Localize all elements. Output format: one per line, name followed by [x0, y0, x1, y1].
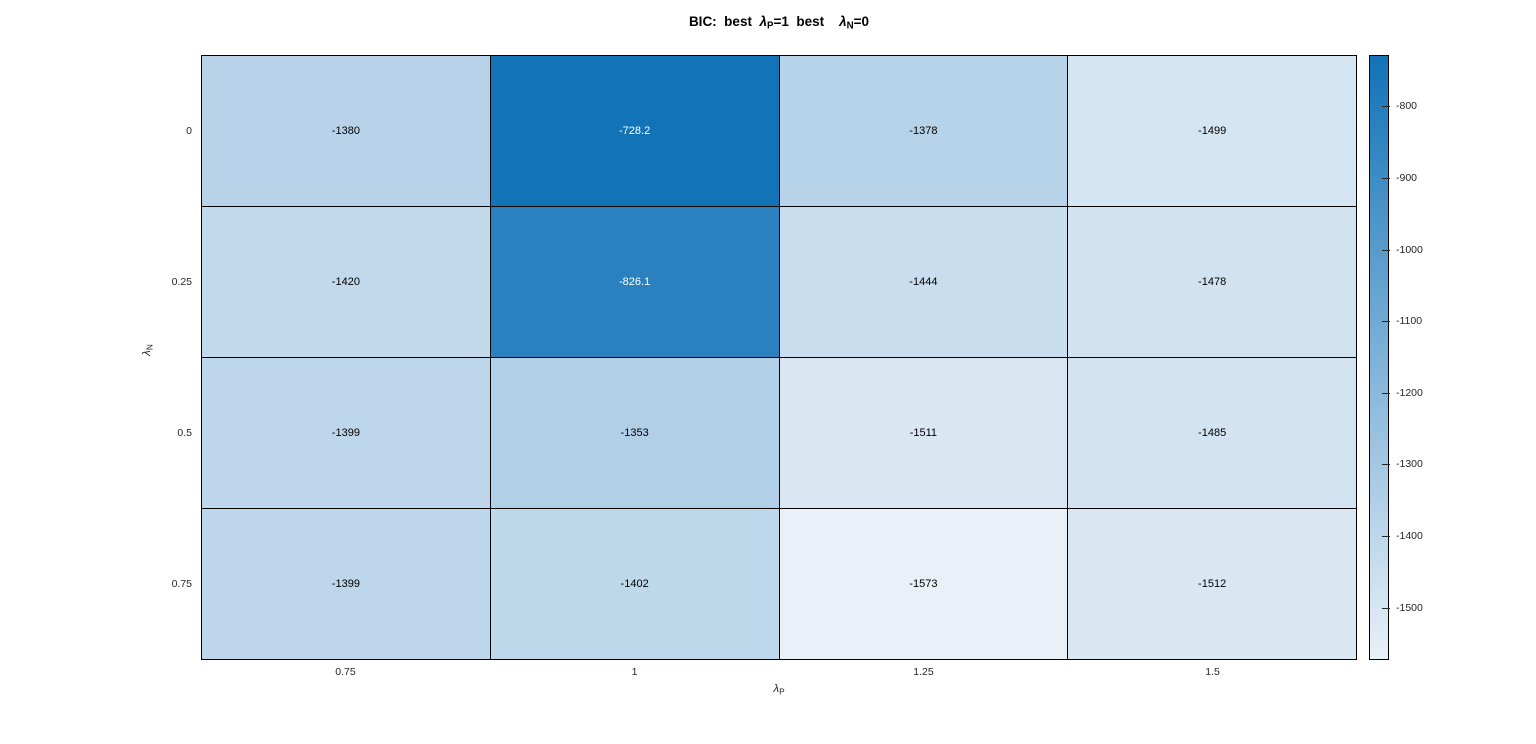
heatmap-cell: -1573 — [779, 509, 1068, 659]
heatmap-cell-label: -728.2 — [619, 125, 651, 137]
colorbar-tick-label: -800 — [1396, 100, 1418, 112]
colorbar-tick-label: -1500 — [1396, 602, 1423, 614]
y-tick-label: 0.25 — [171, 275, 192, 288]
colorbar-tick-label: -1100 — [1396, 315, 1423, 327]
heatmap-cell: -1399 — [202, 358, 490, 508]
x-tick-label: 1.25 — [913, 666, 934, 678]
heatmap-cell-label: -1511 — [909, 427, 938, 439]
chart-title: BIC: best λP=1 best λN=0 — [201, 14, 1357, 32]
colorbar-tick-mark — [1382, 178, 1390, 179]
title-lambda-p-symbol: λ — [759, 14, 767, 29]
y-axis-lambda-symbol: λ — [141, 350, 153, 356]
heatmap-cell-label: -1353 — [620, 427, 649, 439]
heatmap-cell: -1512 — [1068, 509, 1356, 659]
heatmap-cell: -1380 — [202, 56, 490, 206]
x-axis-lambda-subscript: P — [779, 687, 785, 697]
heatmap-cell-label: -1573 — [909, 578, 938, 590]
title-prefix: BIC: best — [688, 14, 760, 29]
heatmap-cell: -728.2 — [490, 56, 779, 206]
heatmap-cell: -1485 — [1068, 358, 1356, 508]
heatmap-cell: -1353 — [490, 358, 779, 508]
heatmap-cell-label: -1399 — [331, 578, 360, 590]
heatmap-cell-label: -1499 — [1198, 125, 1227, 137]
title-lambda-p-subscript: P — [766, 20, 774, 32]
heatmap-cell-label: -1478 — [1198, 276, 1227, 288]
heatmap-cell: -1444 — [779, 207, 1068, 357]
colorbar-tick-label: -1300 — [1396, 458, 1423, 470]
title-lambda-n-symbol: λ — [839, 14, 847, 29]
y-tick-label: 0 — [186, 124, 192, 137]
colorbar-tick-mark — [1382, 464, 1390, 465]
heatmap-cell: -1478 — [1068, 207, 1356, 357]
heatmap-cell-label: -1444 — [909, 276, 938, 288]
title-lambda-n-subscript: N — [846, 20, 854, 32]
heatmap-cell-label: -1380 — [331, 125, 360, 137]
colorbar-tick-mark — [1382, 321, 1390, 322]
y-tick-label: 0.5 — [177, 427, 192, 440]
heatmap-cell: -1499 — [1068, 56, 1356, 206]
colorbar-tick-label: -1400 — [1396, 530, 1423, 542]
colorbar — [1369, 55, 1389, 660]
colorbar-tick-mark — [1382, 536, 1390, 537]
y-tick-label: 0.75 — [171, 578, 192, 591]
heatmap-grid: -1380 -728.2 -1378 -1499 -1420 -826.1 -1444 -14… — [201, 55, 1357, 660]
heatmap-cell: -1511 — [779, 358, 1068, 508]
heatmap-cell: -1399 — [202, 509, 490, 659]
y-axis-label: λN — [141, 330, 155, 370]
heatmap-cell: -1402 — [490, 509, 779, 659]
heatmap-cell-label: -1399 — [331, 427, 360, 439]
heatmap-cell-label: -1512 — [1198, 578, 1227, 590]
y-axis-lambda-subscript: N — [145, 344, 155, 351]
title-suffix: =0 — [853, 14, 870, 29]
x-axis-lambda-symbol: λ — [773, 683, 780, 695]
heatmap-cell: -826.1 — [490, 207, 779, 357]
heatmap-cell-label: -1402 — [620, 578, 649, 590]
colorbar-tick-label: -900 — [1396, 172, 1418, 184]
x-tick-label: 1 — [631, 666, 638, 678]
colorbar-tick-mark — [1382, 393, 1390, 394]
heatmap-cell-label: -1378 — [909, 125, 938, 137]
colorbar-tick-label: -1200 — [1396, 387, 1423, 399]
heatmap-cell-label: -826.1 — [619, 276, 651, 288]
colorbar-tick-label: -1000 — [1396, 244, 1423, 256]
colorbar-tick-mark — [1382, 608, 1390, 609]
heatmap-cell: -1378 — [779, 56, 1068, 206]
heatmap-cell: -1420 — [202, 207, 490, 357]
title-mid: =1 best — [773, 14, 840, 29]
colorbar-tick-mark — [1382, 106, 1390, 107]
heatmap-cell-label: -1485 — [1198, 427, 1227, 439]
heatmap-cell-label: -1420 — [331, 276, 360, 288]
colorbar-tick-mark — [1382, 250, 1390, 251]
x-tick-label: 1.5 — [1205, 666, 1220, 678]
x-tick-label: 0.75 — [335, 666, 356, 678]
x-axis-label: λP — [201, 683, 1357, 697]
